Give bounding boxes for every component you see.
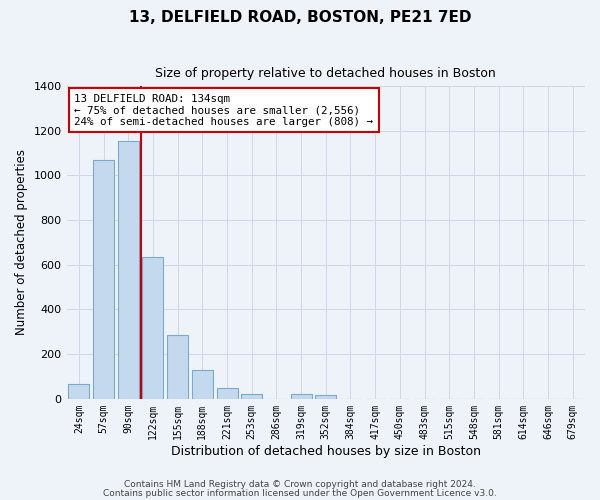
Bar — [192, 370, 213, 399]
Bar — [290, 394, 311, 399]
Text: Contains HM Land Registry data © Crown copyright and database right 2024.: Contains HM Land Registry data © Crown c… — [124, 480, 476, 489]
Bar — [315, 396, 336, 399]
Text: 13 DELFIELD ROAD: 134sqm
← 75% of detached houses are smaller (2,556)
24% of sem: 13 DELFIELD ROAD: 134sqm ← 75% of detach… — [74, 94, 373, 127]
X-axis label: Distribution of detached houses by size in Boston: Distribution of detached houses by size … — [171, 444, 481, 458]
Bar — [167, 335, 188, 399]
Bar — [118, 140, 139, 399]
Y-axis label: Number of detached properties: Number of detached properties — [15, 150, 28, 336]
Bar — [68, 384, 89, 399]
Text: Contains public sector information licensed under the Open Government Licence v3: Contains public sector information licen… — [103, 488, 497, 498]
Bar — [142, 257, 163, 399]
Bar — [217, 388, 238, 399]
Text: 13, DELFIELD ROAD, BOSTON, PE21 7ED: 13, DELFIELD ROAD, BOSTON, PE21 7ED — [129, 10, 471, 25]
Bar — [93, 160, 114, 399]
Bar — [241, 394, 262, 399]
Title: Size of property relative to detached houses in Boston: Size of property relative to detached ho… — [155, 68, 496, 80]
